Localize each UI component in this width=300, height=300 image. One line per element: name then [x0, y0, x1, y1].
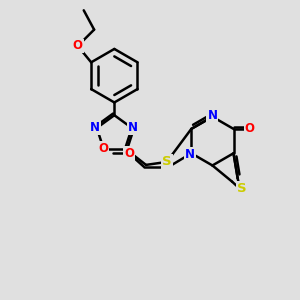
Text: O: O: [98, 142, 109, 155]
Text: N: N: [185, 148, 195, 161]
Text: S: S: [237, 182, 246, 196]
Text: N: N: [90, 122, 100, 134]
Text: S: S: [162, 155, 172, 168]
Text: O: O: [73, 40, 83, 52]
Text: N: N: [128, 122, 138, 134]
Text: N: N: [207, 109, 218, 122]
Text: O: O: [124, 147, 134, 160]
Text: O: O: [245, 122, 255, 135]
